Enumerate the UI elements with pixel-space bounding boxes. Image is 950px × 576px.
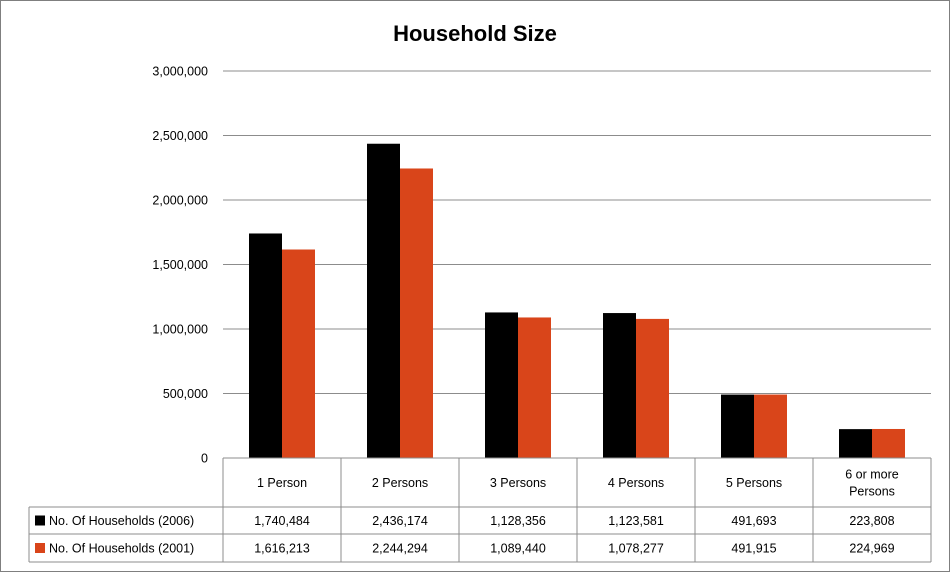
category-label: 6 or more <box>845 468 899 482</box>
category-label: 4 Persons <box>608 476 664 490</box>
table-cell-value: 491,693 <box>731 514 776 528</box>
table-cell-value: 491,915 <box>731 542 776 556</box>
legend-label-2006: No. Of Households (2006) <box>49 514 194 528</box>
bar-2006-3 <box>485 312 518 458</box>
y-tick-label: 2,000,000 <box>152 194 208 208</box>
table-cell-value: 1,123,581 <box>608 514 664 528</box>
category-label: 5 Persons <box>726 476 782 490</box>
bar-2001-5 <box>754 394 787 458</box>
table-cell-value: 223,808 <box>849 514 894 528</box>
bar-2006-6 <box>839 429 872 458</box>
y-tick-label: 3,000,000 <box>152 65 208 79</box>
bar-2006-2 <box>367 143 400 458</box>
category-label: 3 Persons <box>490 476 546 490</box>
table-cell-value: 1,740,484 <box>254 514 310 528</box>
category-label: 2 Persons <box>372 476 428 490</box>
bar-2001-4 <box>636 318 669 458</box>
bar-2001-1 <box>282 249 315 458</box>
gridlines <box>223 70 931 394</box>
table-cell-value: 1,128,356 <box>490 514 546 528</box>
bar-2001-2 <box>400 168 433 458</box>
category-label: Persons <box>849 485 895 499</box>
bars <box>249 143 905 458</box>
table-cell-value: 1,616,213 <box>254 542 310 556</box>
y-tick-label: 1,500,000 <box>152 258 208 272</box>
bar-2001-3 <box>518 317 551 458</box>
table-cell-value: 1,089,440 <box>490 542 546 556</box>
legend-key-2006 <box>35 515 45 526</box>
bar-2006-4 <box>603 313 636 458</box>
table-cell-value: 1,078,277 <box>608 542 664 556</box>
table-cell-value: 2,436,174 <box>372 514 428 528</box>
table-cell-value: 224,969 <box>849 542 894 556</box>
legend-label-2001: No. Of Households (2001) <box>49 542 194 556</box>
bar-2006-1 <box>249 233 282 458</box>
bar-2001-6 <box>872 428 905 458</box>
chart-title: Household Size <box>393 21 557 46</box>
y-tick-label: 2,500,000 <box>152 129 208 143</box>
data-table: 1 Person 2 Persons 3 Persons 4 Persons 5 Per… <box>28 457 932 563</box>
table-cell-value: 2,244,294 <box>372 542 428 556</box>
y-tick-label: 1,000,000 <box>152 323 208 337</box>
legend-key-2001 <box>35 543 45 553</box>
bar-2006-5 <box>721 394 754 458</box>
y-tick-label: 500,000 <box>163 387 208 401</box>
y-axis: 0 500,000 1,000,000 1,500,000 2,000,000 2,500… <box>152 65 208 466</box>
y-tick-label: 0 <box>201 452 208 466</box>
category-label: 1 Person <box>257 476 307 490</box>
